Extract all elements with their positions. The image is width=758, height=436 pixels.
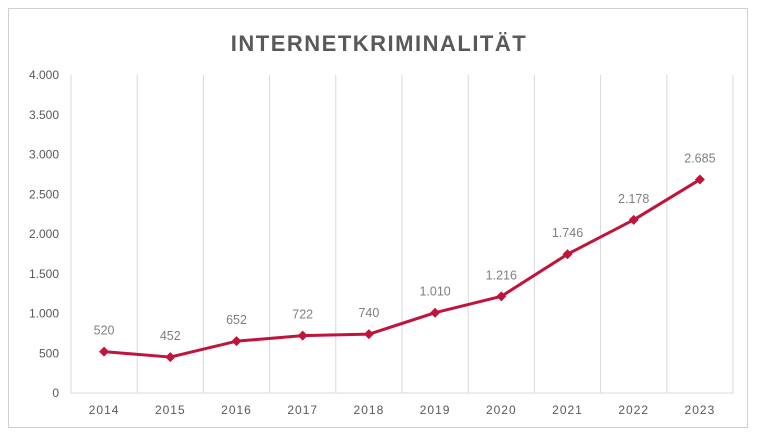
y-tick-label: 3.500 [29, 108, 59, 122]
data-point-marker [363, 329, 374, 340]
chart-frame: INTERNETKRIMINALITÄT 0 500 1.000 1.500 2.000… [8, 8, 748, 428]
x-tick-label: 2022 [618, 403, 649, 417]
y-tick-label: 500 [39, 346, 59, 360]
x-tick-label: 2020 [486, 403, 517, 417]
data-point-marker [628, 214, 639, 225]
series-line [103, 178, 701, 359]
x-tick-label: 2021 [552, 403, 583, 417]
x-tick-label: 2019 [420, 403, 451, 417]
x-tick-label: 2017 [287, 403, 318, 417]
data-point-marker [430, 307, 441, 318]
data-label: 2.685 [684, 152, 715, 166]
chart-plot: 0 500 1.000 1.500 2.000 2.500 3.000 3.500 4.000 2… [29, 68, 734, 417]
data-label: 740 [358, 306, 379, 320]
chart-title: INTERNETKRIMINALITÄT [230, 31, 528, 56]
x-tick-label: 2018 [354, 403, 385, 417]
data-point-marker [297, 330, 308, 341]
x-tick-label: 2014 [89, 403, 120, 417]
data-label: 1.746 [552, 226, 583, 240]
y-tick-label: 3.000 [29, 148, 59, 162]
data-point-marker [165, 352, 176, 363]
data-label: 1.216 [486, 268, 517, 282]
data-label: 722 [292, 308, 313, 322]
y-tick-label: 1.000 [29, 307, 59, 321]
x-tick-label: 2023 [685, 403, 716, 417]
data-label: 520 [94, 324, 115, 338]
data-point-marker [496, 291, 507, 302]
data-label: 1.010 [419, 285, 450, 299]
x-tick-label: 2015 [155, 403, 186, 417]
data-point-marker [231, 336, 242, 347]
y-tick-label: 4.000 [29, 68, 59, 82]
data-label: 652 [226, 313, 247, 327]
data-label: 2.178 [618, 192, 649, 206]
data-label: 452 [160, 329, 181, 343]
data-point-marker [562, 249, 573, 260]
data-point-marker [694, 174, 705, 185]
y-tick-label: 2.000 [29, 227, 59, 241]
y-tick-label: 0 [52, 386, 59, 400]
y-tick-label: 1.500 [29, 267, 59, 281]
y-tick-label: 2.500 [29, 187, 59, 201]
data-point-marker [99, 346, 110, 357]
x-tick-label: 2016 [221, 403, 252, 417]
